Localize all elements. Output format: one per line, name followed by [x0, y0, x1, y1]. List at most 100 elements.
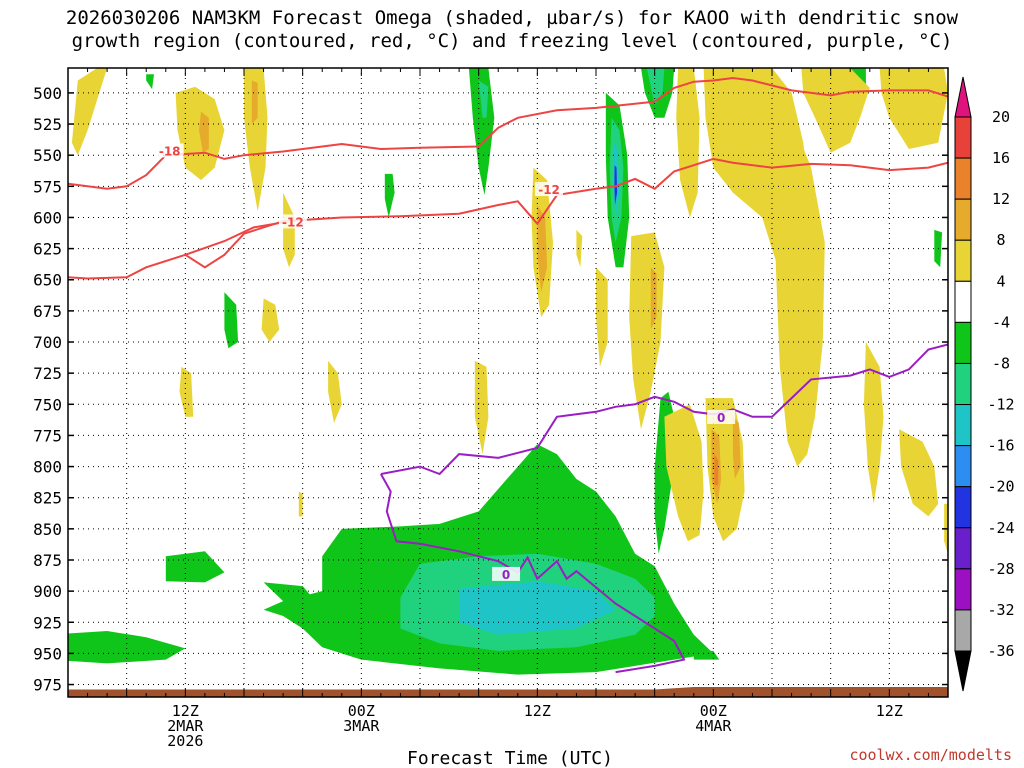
omega-region-5 — [68, 631, 186, 664]
omega-region-45 — [251, 80, 258, 124]
omega-region-42 — [899, 429, 939, 517]
terrain-ground — [68, 687, 948, 697]
y-tick-label-875: 875 — [33, 551, 62, 570]
y-tick-label-850: 850 — [33, 520, 62, 539]
dgz-lower-12C-label: -12 — [282, 215, 304, 229]
y-tick-label-775: 775 — [33, 426, 62, 445]
y-tick-label-925: 925 — [33, 613, 62, 632]
gridlines — [68, 68, 948, 697]
colorbar-bin-10 — [954, 527, 972, 570]
colorbar-label-10: -24 — [987, 519, 1014, 537]
omega-region-11 — [614, 165, 618, 205]
freezing-level-0C-label-bg — [707, 409, 736, 424]
colorbar-label-0: 20 — [992, 108, 1010, 126]
dgz-lower-12C-line — [184, 221, 284, 256]
dgz-middle-12C-line — [68, 157, 948, 280]
omega-region-28 — [298, 491, 303, 517]
x-tick-label1-4: 12Z — [876, 702, 903, 720]
omega-region-7 — [478, 80, 489, 118]
omega-region-13 — [646, 68, 665, 106]
freezing-level-lower-0C-label: 0 — [502, 568, 510, 582]
x-tick-label1-1: 00Z — [348, 702, 375, 720]
colorbar-label-12: -32 — [987, 601, 1014, 619]
omega-region-38 — [664, 404, 704, 542]
freezing-level-lower-0C-label-bg — [492, 566, 521, 581]
dgz-middle-12C-label: -12 — [538, 183, 560, 197]
omega-region-16 — [146, 74, 154, 90]
dgz-upper-18C-label-bg — [155, 143, 184, 158]
dgz-upper-18C-label: -18 — [159, 144, 181, 158]
colorbar-bin-8 — [954, 445, 972, 488]
y-tick-label-750: 750 — [33, 395, 62, 414]
omega-region-15 — [384, 173, 395, 218]
y-tick-label-700: 700 — [33, 333, 62, 352]
omega-region-46 — [537, 205, 548, 293]
freezing-level-0C-line — [380, 343, 948, 476]
colorbar-label-8: -16 — [987, 437, 1014, 455]
x-tick-label1-3: 00Z — [700, 702, 727, 720]
omega-region-25 — [261, 298, 280, 342]
contour-layer: -18 -12 -12 0 0 — [68, 76, 948, 674]
omega-region-24 — [283, 192, 295, 268]
colorbar-bin-2 — [954, 198, 972, 241]
chart-title-line2: growth region (contoured, red, °C) and f… — [72, 30, 953, 52]
colorbar-label-9: -20 — [987, 478, 1014, 496]
credit-text: coolwx.com/modelts — [849, 746, 1012, 764]
omega-region-49 — [732, 416, 741, 479]
y-tick-label-550: 550 — [33, 146, 62, 165]
colorbar-bin-11 — [954, 568, 972, 611]
omega-region-41 — [863, 342, 884, 504]
y-tick-label-600: 600 — [33, 208, 62, 227]
colorbar-bin-4 — [954, 280, 972, 323]
colorbar-bin-5 — [954, 321, 972, 364]
omega-region-31 — [576, 229, 583, 268]
colorbar-label-11: -28 — [987, 560, 1014, 578]
colorbar-bin-3 — [954, 239, 972, 282]
x-tick-label1-0: 12Z — [172, 702, 199, 720]
omega-region-40 — [774, 92, 825, 467]
colorbar-label-4: 4 — [996, 272, 1005, 290]
y-tick-label-650: 650 — [33, 271, 62, 290]
colorbar-bin-9 — [954, 486, 972, 529]
colorbar-label-3: 8 — [996, 231, 1005, 249]
omega-region-37 — [879, 68, 948, 149]
chart-title-line1: 2026030206 NAM3KM Forecast Omega (shaded… — [66, 7, 959, 29]
x-tick-label2-0: 2MAR — [167, 717, 204, 735]
y-tick-label-950: 950 — [33, 644, 62, 663]
omega-region-3 — [165, 551, 225, 583]
y-tick-label-500: 500 — [33, 84, 62, 103]
omega-region-50 — [714, 454, 719, 486]
omega-region-47 — [650, 267, 657, 330]
x-tick-label2-1: 3MAR — [343, 717, 380, 735]
colorbar-under-arrow — [954, 650, 972, 692]
y-tick-label-900: 900 — [33, 582, 62, 601]
colorbar: 20 16 12 8 4 -4 -8 -12 -16 -20 -24 -28 -32 -36 — [954, 76, 1015, 692]
colorbar-bin-6 — [954, 362, 972, 406]
x-axis-label: Forecast Time (UTC) — [407, 748, 613, 768]
omega-region-6 — [468, 68, 495, 195]
omega-region-44 — [199, 111, 209, 153]
freezing-level-lower-0C-line — [380, 473, 686, 674]
y-tick-label-625: 625 — [33, 240, 62, 259]
colorbar-bin-1 — [954, 157, 972, 200]
y-axis: 500 525 550 575 600 625 650 675 700 725 750 775 800 8… — [33, 84, 948, 695]
dgz-upper-18C-line — [68, 76, 948, 190]
colorbar-label-7: -12 — [987, 396, 1014, 414]
freezing-level-0C-label: 0 — [717, 411, 725, 425]
colorbar-label-1: 16 — [992, 149, 1010, 167]
y-tick-label-725: 725 — [33, 364, 62, 383]
colorbar-label-6: -8 — [992, 354, 1010, 372]
omega-region-2 — [459, 581, 616, 635]
y-tick-label-675: 675 — [33, 302, 62, 321]
omega-region-29 — [474, 360, 489, 455]
x-tick-label3-0: 2026 — [167, 732, 203, 750]
omega-region-19 — [224, 292, 239, 349]
omega-region-34 — [676, 68, 700, 218]
y-tick-label-575: 575 — [33, 177, 62, 196]
omega-region-21 — [71, 68, 108, 156]
omega-region-23 — [244, 68, 268, 212]
y-tick-label-800: 800 — [33, 458, 62, 477]
x-tick-label2-3: 4MAR — [695, 717, 732, 735]
dgz-lower-12C-label-bg — [278, 214, 307, 229]
